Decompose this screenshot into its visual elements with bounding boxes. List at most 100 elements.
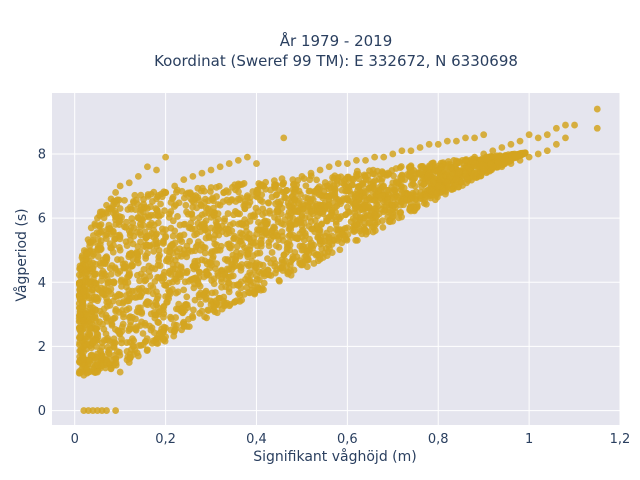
- data-point: [280, 259, 288, 267]
- data-point: [77, 265, 84, 273]
- data-point: [94, 330, 102, 338]
- data-point: [112, 407, 120, 414]
- data-point: [543, 147, 551, 155]
- data-point: [380, 153, 388, 161]
- data-point: [116, 330, 124, 337]
- data-point: [180, 194, 188, 202]
- data-point: [201, 249, 209, 257]
- data-point: [111, 325, 119, 333]
- data-point: [253, 160, 260, 167]
- data-point: [480, 150, 488, 158]
- data-point: [407, 195, 415, 203]
- data-point: [507, 140, 515, 148]
- data-point: [344, 230, 352, 238]
- data-point: [396, 164, 404, 172]
- data-point: [234, 282, 242, 289]
- data-point: [516, 137, 524, 145]
- data-point: [180, 320, 188, 328]
- data-point: [256, 182, 264, 190]
- data-point: [213, 221, 221, 228]
- chart-title-line1: År 1979 - 2019: [280, 31, 393, 50]
- data-point: [246, 198, 254, 206]
- data-point: [140, 265, 148, 273]
- data-point: [443, 137, 451, 145]
- data-point: [338, 186, 346, 194]
- data-point: [112, 221, 120, 228]
- data-point: [390, 194, 398, 202]
- data-point: [76, 324, 84, 332]
- data-point: [100, 325, 108, 333]
- data-point: [123, 347, 131, 355]
- data-point: [218, 305, 226, 313]
- data-point: [443, 163, 451, 171]
- data-point: [283, 187, 291, 194]
- data-point: [210, 280, 218, 288]
- data-point: [462, 134, 469, 142]
- data-point: [280, 134, 288, 142]
- data-point: [308, 225, 316, 233]
- data-point: [289, 176, 297, 184]
- data-point: [289, 214, 297, 222]
- data-point: [144, 346, 151, 354]
- data-point: [462, 156, 469, 164]
- data-point: [471, 134, 478, 142]
- data-point: [80, 348, 88, 356]
- data-point: [141, 228, 149, 236]
- data-point: [139, 330, 147, 337]
- data-point: [98, 272, 106, 280]
- data-point: [207, 249, 215, 257]
- data-point: [112, 216, 119, 224]
- data-point: [293, 234, 301, 242]
- data-point: [127, 263, 135, 270]
- data-point: [140, 273, 148, 280]
- data-point: [237, 229, 244, 237]
- data-point: [169, 240, 176, 248]
- data-point: [207, 184, 215, 191]
- data-point: [525, 131, 533, 139]
- data-point: [498, 163, 506, 171]
- x-tick-label: 0: [71, 432, 79, 447]
- data-point: [150, 211, 158, 219]
- data-point: [465, 164, 473, 172]
- data-point: [302, 182, 310, 190]
- data-point: [371, 227, 379, 234]
- data-point: [183, 293, 191, 301]
- data-point: [103, 359, 110, 366]
- data-point: [407, 147, 415, 155]
- data-point: [198, 256, 206, 264]
- data-point: [112, 210, 120, 217]
- data-point: [125, 179, 133, 187]
- data-point: [86, 357, 93, 365]
- data-point: [225, 198, 233, 206]
- data-point: [241, 216, 249, 224]
- data-point: [416, 192, 424, 200]
- data-point: [289, 253, 297, 260]
- x-tick-label: 0,6: [337, 432, 358, 447]
- data-point: [228, 255, 236, 263]
- data-point: [112, 266, 120, 273]
- data-point: [180, 221, 188, 228]
- data-point: [171, 182, 179, 190]
- data-point: [180, 269, 188, 277]
- data-point: [316, 237, 324, 244]
- data-point: [534, 150, 542, 158]
- data-point: [189, 262, 197, 270]
- data-point: [213, 241, 221, 249]
- data-point: [325, 201, 333, 209]
- data-point: [144, 298, 151, 305]
- data-point: [325, 233, 333, 241]
- data-point: [347, 218, 355, 226]
- data-point: [334, 160, 342, 167]
- data-point: [389, 150, 397, 158]
- data-point: [153, 339, 160, 347]
- data-point: [207, 301, 215, 309]
- data-point: [316, 205, 324, 212]
- data-point: [166, 210, 173, 218]
- data-point: [307, 243, 315, 251]
- data-point: [453, 176, 460, 184]
- data-point: [116, 246, 124, 254]
- data-point: [329, 174, 336, 181]
- data-point: [154, 304, 162, 312]
- chart-title-line2: Koordinat (Sweref 99 TM): E 332672, N 63…: [154, 52, 518, 70]
- data-point: [252, 239, 259, 246]
